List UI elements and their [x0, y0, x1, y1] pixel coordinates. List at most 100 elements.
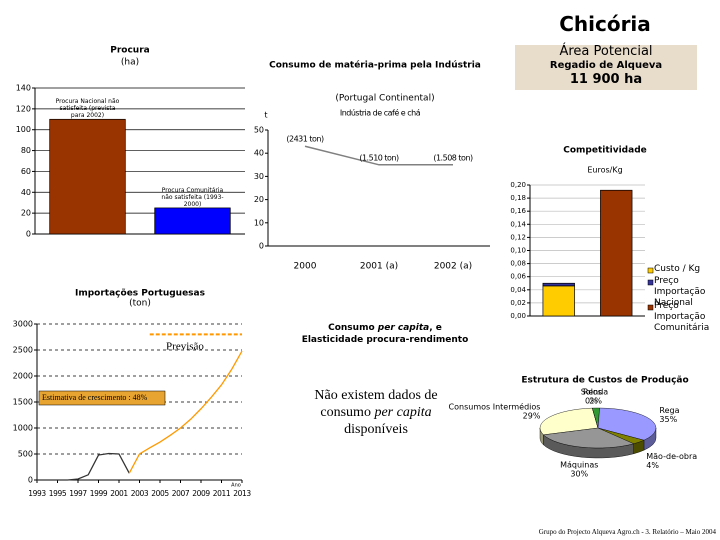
consumo-note: Não existem dados de consumo per capita … — [300, 387, 452, 438]
footer: Grupo do Projecto Alqueva Agro.ch - 3. R… — [538, 528, 716, 536]
y-tick-label: 40 — [254, 149, 264, 158]
legend-label: Preço Importação Nacional — [654, 276, 706, 308]
x-tick-label: 2000 — [294, 262, 317, 272]
x-tick-label: 2002 (a) — [434, 262, 472, 272]
note-part: per capita — [374, 405, 432, 420]
series-label: Indústria de café e chá — [340, 108, 421, 118]
annotation: Estimativa de crescimento : 48% — [42, 393, 148, 402]
bar — [600, 189, 633, 317]
annotation: Ano — [231, 483, 241, 489]
title-part: Consumo — [328, 323, 375, 333]
bar — [542, 282, 575, 287]
slide-title: Chicória — [559, 12, 651, 36]
x-tick-label: 1997 — [69, 489, 87, 498]
y-tick-label: 0,10 — [510, 247, 526, 255]
y-tick-label: 1000 — [13, 424, 33, 433]
slice-label: Rega — [659, 406, 679, 415]
x-tick-label: 2009 — [192, 489, 210, 498]
x-tick-label: 2003 — [131, 489, 149, 498]
y-tick-label: 140 — [16, 84, 31, 93]
note-part: consumo — [320, 405, 371, 420]
y-tick-label: 0,16 — [510, 207, 526, 215]
bar — [49, 118, 126, 235]
y-tick-label: 0 — [26, 230, 31, 239]
legend-label-box: Preço Importação Nacional — [654, 276, 706, 308]
legend-swatch — [647, 279, 654, 286]
x-tick-label: 2005 — [151, 489, 169, 498]
slice-value: 4% — [646, 461, 659, 470]
y-tick-label: 0,04 — [510, 286, 526, 294]
data-line — [37, 452, 130, 481]
y-tick-label: 2000 — [13, 372, 33, 381]
x-tick-label: 2011 — [213, 489, 231, 498]
legend-label-box: Preço Importação Comunitária — [654, 301, 710, 333]
y-tick-label: 0 — [259, 242, 264, 251]
point-label: (1.510 ton) — [359, 153, 399, 162]
y-tick-label: 0,14 — [510, 220, 526, 228]
pie-slice — [539, 407, 599, 436]
chart-title: Procura — [110, 46, 149, 56]
data-line — [128, 350, 243, 474]
y-tick-label: 60 — [21, 167, 31, 176]
y-tick-label: 0,20 — [510, 181, 526, 189]
y-tick-label: 40 — [21, 188, 31, 197]
x-tick-label: 2013 — [233, 489, 251, 498]
category-label: Procura Comunitária não satisfeita (1993… — [161, 186, 224, 208]
chart-title: Competitividade — [563, 146, 647, 156]
y-tick-label: 500 — [18, 450, 33, 459]
pie-slice — [543, 427, 635, 449]
point-label: (1.508 ton) — [433, 153, 473, 162]
y-tick-label: 0,02 — [510, 299, 526, 307]
slice-label: Máquinas — [560, 460, 598, 469]
category-label-box: Procura Nacional não satisfeita (previst… — [56, 98, 120, 119]
bar — [542, 285, 575, 317]
y-tick-label: 0,12 — [510, 233, 526, 241]
chart-subtitle: (Portugal Continental) — [335, 94, 434, 104]
bar — [154, 207, 231, 235]
x-tick-label: 1995 — [49, 489, 67, 498]
slice-value: 35% — [659, 415, 677, 424]
legend-label: Preço Importação Comunitária — [654, 301, 710, 333]
data-line — [304, 145, 453, 166]
annotation-box — [38, 390, 166, 406]
y-tick-label: 0,06 — [510, 273, 526, 281]
title-part: , e — [429, 323, 442, 333]
legend-label: Custo / Kg — [654, 264, 701, 274]
slice-label: Solos — [581, 388, 602, 397]
chart-title: Importações Portuguesas — [75, 289, 205, 299]
x-tick-label: 1993 — [28, 489, 46, 498]
y-tick-label: 50 — [254, 126, 264, 135]
note-part: disponíveis — [344, 422, 408, 437]
title-part: per capita — [377, 323, 430, 333]
y-tick-label: 120 — [16, 104, 31, 113]
category-label-box: Procura Comunitária não satisfeita (1993… — [161, 186, 224, 208]
chart-subtitle: (ha) — [121, 58, 139, 68]
pie-slice — [597, 407, 657, 441]
chart-title: Estrutura de Custos de Produção — [521, 376, 688, 386]
x-tick-label: 2001 (a) — [360, 262, 398, 272]
slice-value: 0% — [585, 397, 598, 406]
x-tick-label: 2007 — [172, 489, 190, 498]
title-part: Elasticidade procura-rendimento — [301, 335, 469, 345]
y-tick-label: 20 — [254, 195, 264, 204]
y-label: t — [264, 111, 267, 120]
y-tick-label: 0,08 — [510, 260, 526, 268]
y-tick-label: 0 — [28, 476, 33, 485]
box-line: Área Potencial — [559, 44, 653, 59]
legend-label-box: Custo / Kg — [654, 264, 701, 274]
legend-swatch — [647, 267, 654, 274]
consumo-title: Consumo per capita, e Elasticidade procu… — [280, 322, 490, 346]
x-tick-label: 1999 — [90, 489, 108, 498]
y-tick-label: 20 — [21, 209, 31, 218]
slice-label: Consumos Intermédios — [449, 401, 541, 411]
y-tick-label: 3000 — [13, 320, 33, 329]
slice-label: Mão-de-obra — [646, 452, 697, 461]
y-tick-label: 0,18 — [510, 194, 526, 202]
legend-swatch — [647, 304, 654, 311]
y-tick-label: 80 — [21, 146, 31, 155]
box-line: Regadio de Alqueva — [549, 60, 663, 71]
y-tick-label: 100 — [16, 125, 31, 134]
y-tick-label: 30 — [254, 172, 264, 181]
